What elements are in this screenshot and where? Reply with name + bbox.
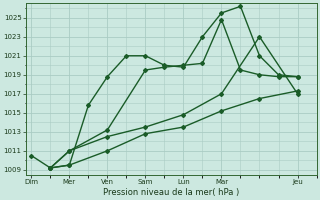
X-axis label: Pression niveau de la mer( hPa ): Pression niveau de la mer( hPa ) xyxy=(103,188,239,197)
